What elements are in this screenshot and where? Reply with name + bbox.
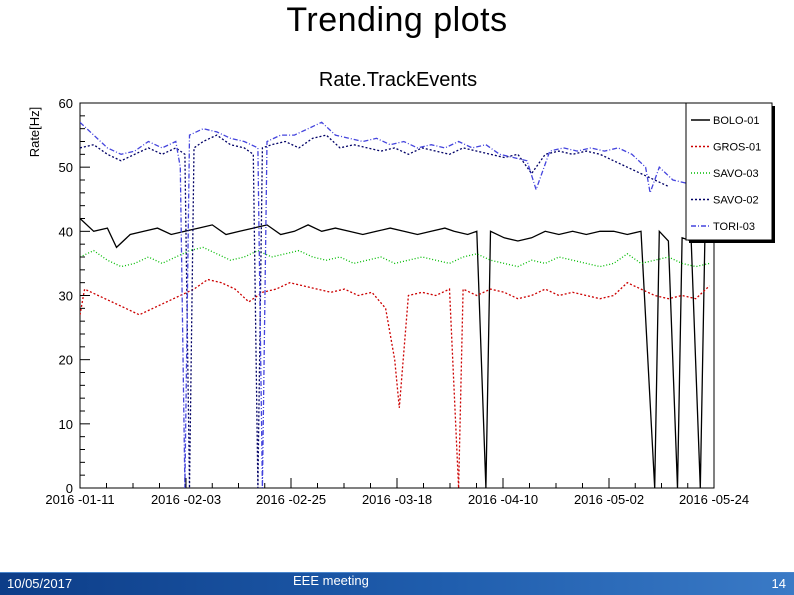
legend-label-savo-02: SAVO-02 [713, 195, 759, 207]
y-tick-label: 60 [59, 96, 73, 111]
footer-date: 10/05/2017 [7, 576, 73, 591]
legend: BOLO-01 GROS-01 SAVO-03 SAVO-02 TORI-03 [685, 102, 775, 243]
series-line-tori-03 [80, 121, 701, 489]
y-axis-label: Rate[Hz] [27, 107, 42, 158]
legend-label-savo-03: SAVO-03 [713, 168, 759, 180]
y-tick-label: 10 [59, 417, 73, 432]
legend-shadow-bottom [689, 240, 775, 243]
x-tick-label: 2016 -03-18 [362, 492, 432, 507]
legend-label-gros-01: GROS-01 [713, 142, 761, 154]
y-tick-label: 20 [59, 353, 73, 368]
plot-area [79, 102, 715, 489]
trend-chart: Rate.TrackEvents Rate[Hz] 0 10 20 30 40 50 60 2… [27, 69, 775, 507]
footer-bar: 10/05/2017 EEE meeting 14 [0, 572, 794, 595]
series-layer [80, 121, 714, 489]
x-tick-label: 2016 -05-24 [679, 492, 749, 507]
y-tick-label: 40 [59, 224, 73, 239]
y-tick-label: 50 [59, 160, 73, 175]
x-tick-label: 2016 -01-11 [45, 492, 114, 507]
plot-frame [79, 102, 715, 489]
x-tick-label: 2016 -02-03 [151, 492, 221, 507]
slide-title: Trending plots [286, 1, 508, 39]
x-tick-label: 2016 -02-25 [256, 492, 326, 507]
legend-box [685, 102, 773, 241]
footer-page-number: 14 [771, 576, 786, 591]
y-tick-label: 0 [66, 481, 73, 496]
legend-label-tori-03: TORI-03 [713, 221, 755, 233]
series-line-bolo-01 [80, 218, 714, 489]
series-line-gros-01 [80, 278, 710, 489]
footer-event-name: EEE meeting [293, 573, 369, 588]
footer-separator [0, 572, 794, 573]
series-line-savo-03 [80, 246, 710, 268]
chart-title: Rate.TrackEvents [319, 69, 477, 91]
axes: 0 10 20 30 40 50 60 2016 -01-11 2016 -02-03 2016 … [45, 96, 749, 507]
legend-label-bolo-01: BOLO-01 [713, 115, 759, 127]
x-tick-label: 2016 -04-10 [468, 492, 538, 507]
series-line-savo-02 [80, 134, 669, 489]
x-tick-label: 2016 -05-02 [574, 492, 644, 507]
legend-shadow-right [772, 106, 775, 243]
y-tick-label: 30 [59, 289, 73, 304]
